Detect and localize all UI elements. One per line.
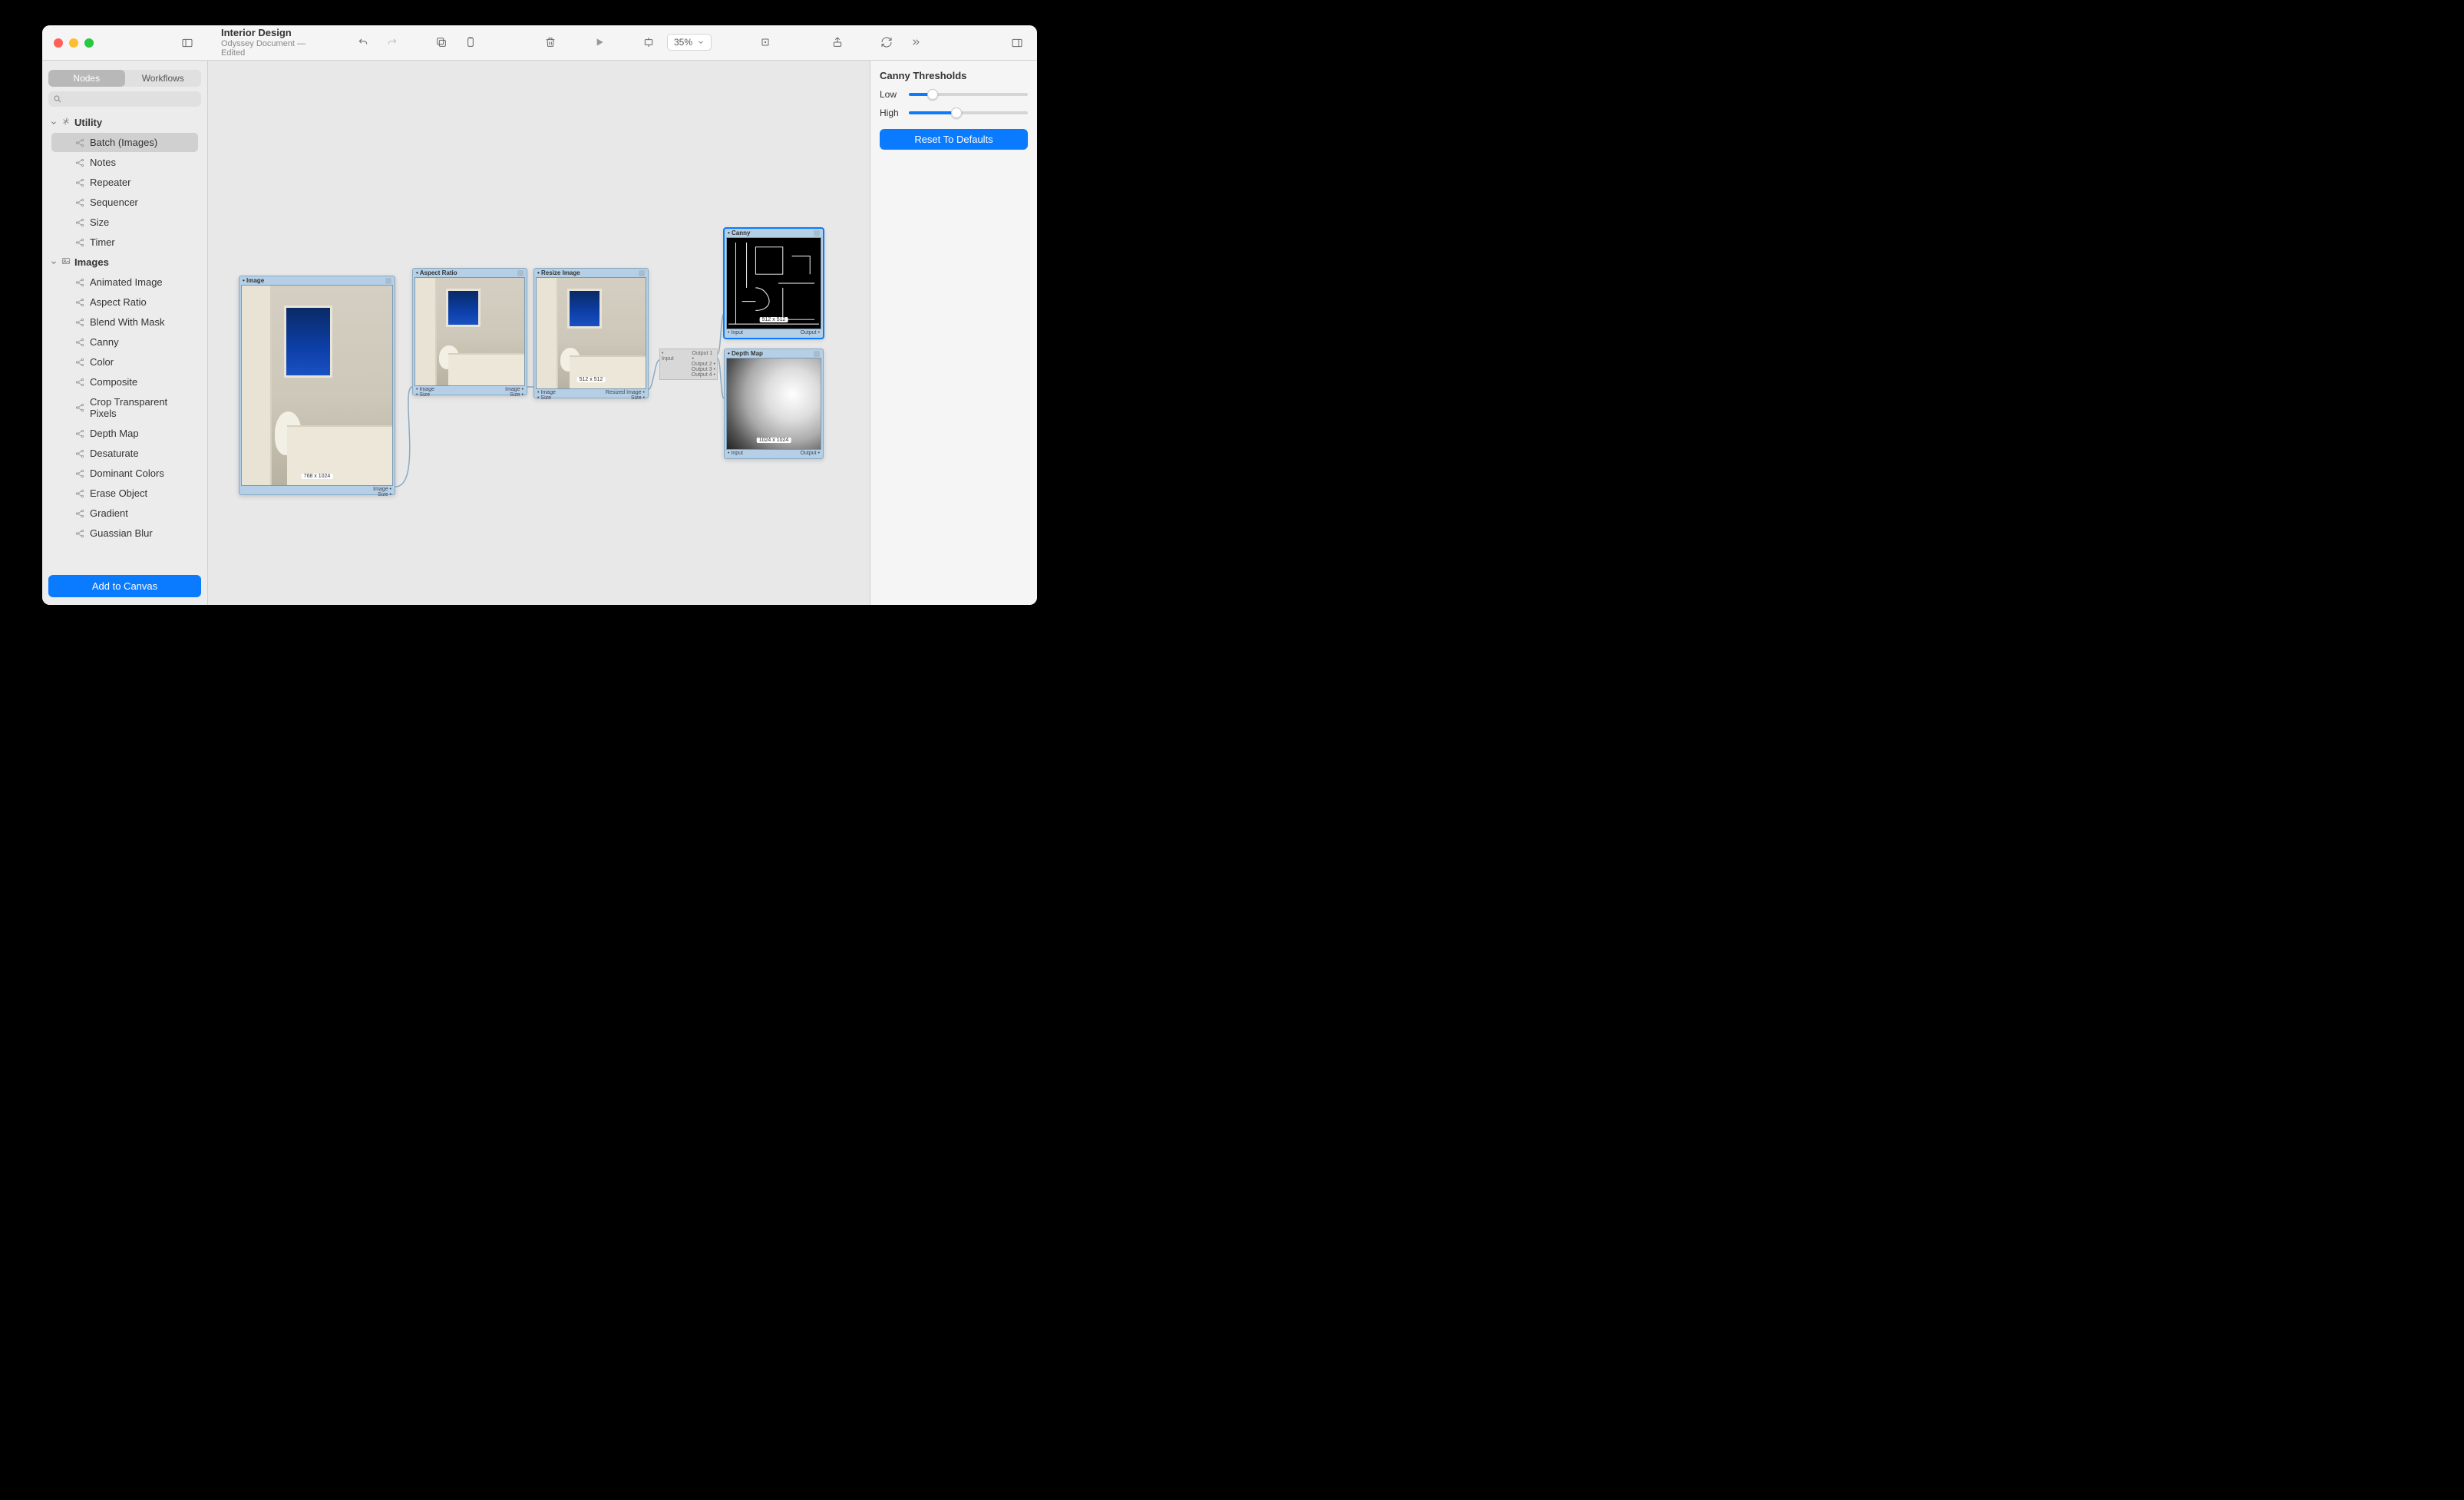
tree-item-size[interactable]: Size — [51, 213, 198, 232]
canvas[interactable]: • Image768 x 1024Image •Size •• Aspect R… — [208, 61, 870, 605]
copy-button[interactable] — [431, 31, 452, 53]
tree-item-desaturate[interactable]: Desaturate — [51, 444, 198, 463]
canvas-node-resize[interactable]: • Resize Image512 x 512• Image• SizeResi… — [533, 268, 649, 398]
canvas-node-depth[interactable]: • Depth Map1024 x 1024• InputOutput • — [724, 349, 824, 459]
tree-item-dominant-colors[interactable]: Dominant Colors — [51, 464, 198, 483]
tree-item-color[interactable]: Color — [51, 352, 198, 372]
slider-high-label: High — [880, 107, 903, 118]
close-window-icon[interactable] — [54, 38, 63, 48]
run-button[interactable] — [589, 31, 610, 53]
inspector-title: Canny Thresholds — [880, 70, 1028, 81]
node-close-icon[interactable] — [517, 270, 524, 276]
undo-button[interactable] — [352, 31, 374, 53]
canvas-node-splitter[interactable]: • InputOutput 1 •Output 2 •Output 3 •Out… — [659, 349, 718, 380]
paste-button[interactable] — [460, 31, 481, 53]
fit-button[interactable] — [638, 31, 659, 53]
tree-item-sequencer[interactable]: Sequencer — [51, 193, 198, 212]
inspector: Canny Thresholds Low High Reset To Defau… — [870, 61, 1037, 605]
node-close-icon[interactable] — [385, 278, 391, 284]
node-tree[interactable]: UtilityBatch (Images)NotesRepeaterSequen… — [48, 113, 201, 570]
slider-low[interactable] — [909, 93, 1028, 96]
share-button[interactable] — [827, 31, 848, 53]
tree-item-erase-object[interactable]: Erase Object — [51, 484, 198, 503]
toggle-left-sidebar-button[interactable] — [177, 32, 198, 54]
refresh-button[interactable] — [876, 31, 897, 53]
titlebar: Interior Design Odyssey Document — Edite… — [42, 25, 1037, 61]
slider-low-label: Low — [880, 89, 903, 100]
tree-item-canny[interactable]: Canny — [51, 332, 198, 352]
search-input[interactable] — [65, 94, 197, 104]
tree-item-depth-map[interactable]: Depth Map — [51, 424, 198, 443]
tree-item-animated-image[interactable]: Animated Image — [51, 273, 198, 292]
search-box[interactable] — [48, 91, 201, 107]
tree-group-images[interactable]: Images — [48, 253, 201, 272]
slider-high[interactable] — [909, 111, 1028, 114]
delete-button[interactable] — [540, 31, 561, 53]
document-name: Interior Design — [221, 28, 325, 38]
zoom-window-icon[interactable] — [84, 38, 94, 48]
sidebar-tabs: Nodes Workflows — [48, 70, 201, 87]
tree-item-guassian-blur[interactable]: Guassian Blur — [51, 524, 198, 543]
canvas-node-image[interactable]: • Image768 x 1024Image •Size • — [239, 276, 395, 495]
node-close-icon[interactable] — [639, 270, 645, 276]
tree-item-notes[interactable]: Notes — [51, 153, 198, 172]
zoom-value: 35% — [674, 37, 692, 48]
tree-item-crop-transparent-pixels[interactable]: Crop Transparent Pixels — [51, 392, 198, 423]
tree-item-timer[interactable]: Timer — [51, 233, 198, 252]
canvas-node-aspect[interactable]: • Aspect Ratio• Image• SizeImage •Size • — [412, 268, 527, 395]
reset-defaults-button[interactable]: Reset To Defaults — [880, 129, 1028, 150]
minimize-window-icon[interactable] — [69, 38, 78, 48]
crop-button[interactable] — [755, 31, 776, 53]
sidebar: Nodes Workflows UtilityBatch (Images)Not… — [42, 61, 208, 605]
tree-item-blend-with-mask[interactable]: Blend With Mask — [51, 312, 198, 332]
more-button[interactable] — [905, 31, 926, 53]
toggle-right-sidebar-button[interactable] — [1006, 32, 1028, 54]
tab-workflows[interactable]: Workflows — [125, 70, 202, 87]
node-close-icon[interactable] — [814, 351, 820, 357]
node-close-icon[interactable] — [814, 230, 820, 236]
zoom-select[interactable]: 35% — [667, 34, 712, 51]
tree-item-aspect-ratio[interactable]: Aspect Ratio — [51, 292, 198, 312]
tree-item-repeater[interactable]: Repeater — [51, 173, 198, 192]
tree-item-gradient[interactable]: Gradient — [51, 504, 198, 523]
tab-nodes[interactable]: Nodes — [48, 70, 125, 87]
add-to-canvas-button[interactable]: Add to Canvas — [48, 575, 201, 597]
traffic-lights — [42, 38, 100, 48]
document-title: Interior Design Odyssey Document — Edite… — [221, 28, 325, 57]
slider-low-row: Low — [880, 89, 1028, 100]
search-icon — [53, 94, 62, 104]
tree-group-utility[interactable]: Utility — [48, 113, 201, 132]
app-window: Interior Design Odyssey Document — Edite… — [42, 25, 1037, 605]
canvas-node-canny[interactable]: • Canny512 x 512• InputOutput • — [724, 228, 824, 339]
redo-button[interactable] — [381, 31, 403, 53]
slider-high-row: High — [880, 107, 1028, 118]
tree-item-batch-images-[interactable]: Batch (Images) — [51, 133, 198, 152]
document-subtitle: Odyssey Document — Edited — [221, 39, 325, 58]
tree-item-composite[interactable]: Composite — [51, 372, 198, 392]
